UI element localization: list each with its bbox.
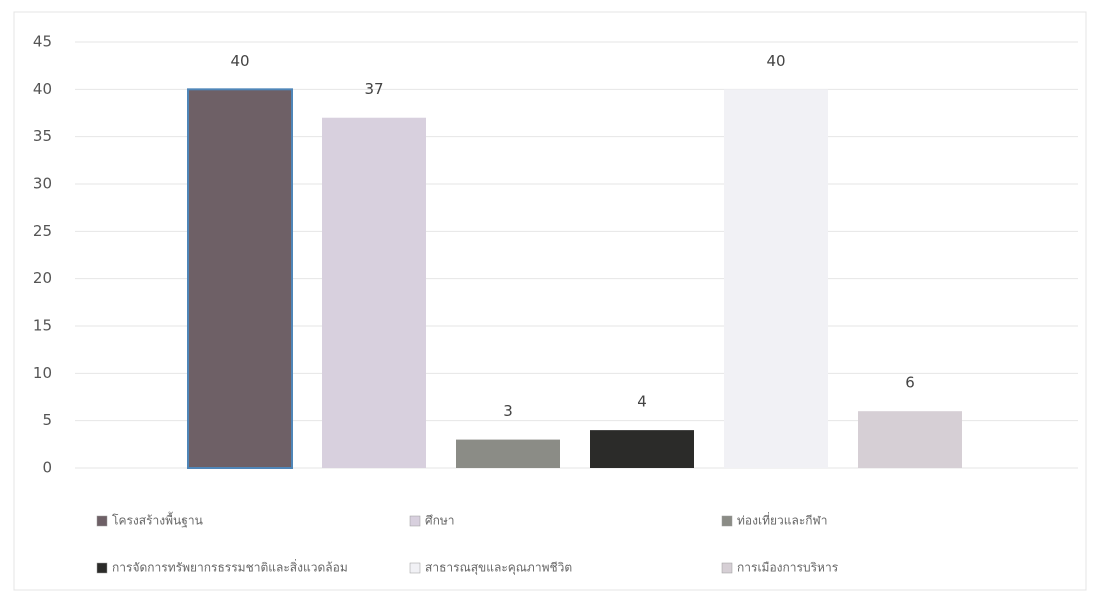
- legend-label: ศึกษา: [425, 514, 455, 528]
- y-tick-label: 20: [33, 269, 52, 287]
- data-label: 40: [230, 52, 249, 70]
- legend-label: การจัดการทรัพยากรธรรมชาติและสิ่งแวดล้อม: [112, 559, 348, 575]
- legend-swatch: [721, 562, 733, 574]
- y-tick-label: 10: [33, 364, 52, 382]
- y-tick-label: 40: [33, 80, 52, 98]
- data-label: 40: [766, 52, 785, 70]
- bar: [187, 88, 293, 469]
- data-label: 4: [637, 393, 647, 411]
- bar: [322, 117, 426, 468]
- legend-swatch: [96, 515, 108, 527]
- y-tick-label: 5: [42, 411, 52, 429]
- y-tick-label: 0: [42, 459, 52, 477]
- data-label: 3: [503, 402, 513, 420]
- bar: [858, 411, 962, 468]
- legend-label: โครงสร้างพื้นฐาน: [112, 512, 203, 528]
- legend-label: สาธารณสุขและคุณภาพชีวิต: [425, 561, 572, 576]
- y-tick-label: 25: [33, 222, 52, 240]
- legend-label: การเมืองการบริหาร: [737, 561, 839, 575]
- legend-swatch: [409, 562, 421, 574]
- y-tick-label: 35: [33, 127, 52, 145]
- y-tick-label: 15: [33, 317, 52, 335]
- y-tick-label: 30: [33, 175, 52, 193]
- bar: [590, 430, 694, 468]
- legend-swatch: [409, 515, 421, 527]
- y-tick-label: 45: [33, 33, 52, 51]
- legend-label: ท่องเที่ยวและกีฬา: [737, 512, 828, 528]
- bar: [456, 439, 560, 468]
- chart-border: [13, 11, 1087, 591]
- legend-swatch: [721, 515, 733, 527]
- bar: [724, 89, 828, 468]
- data-label: 37: [364, 80, 383, 98]
- legend-swatch: [96, 562, 108, 574]
- data-label: 6: [905, 374, 915, 392]
